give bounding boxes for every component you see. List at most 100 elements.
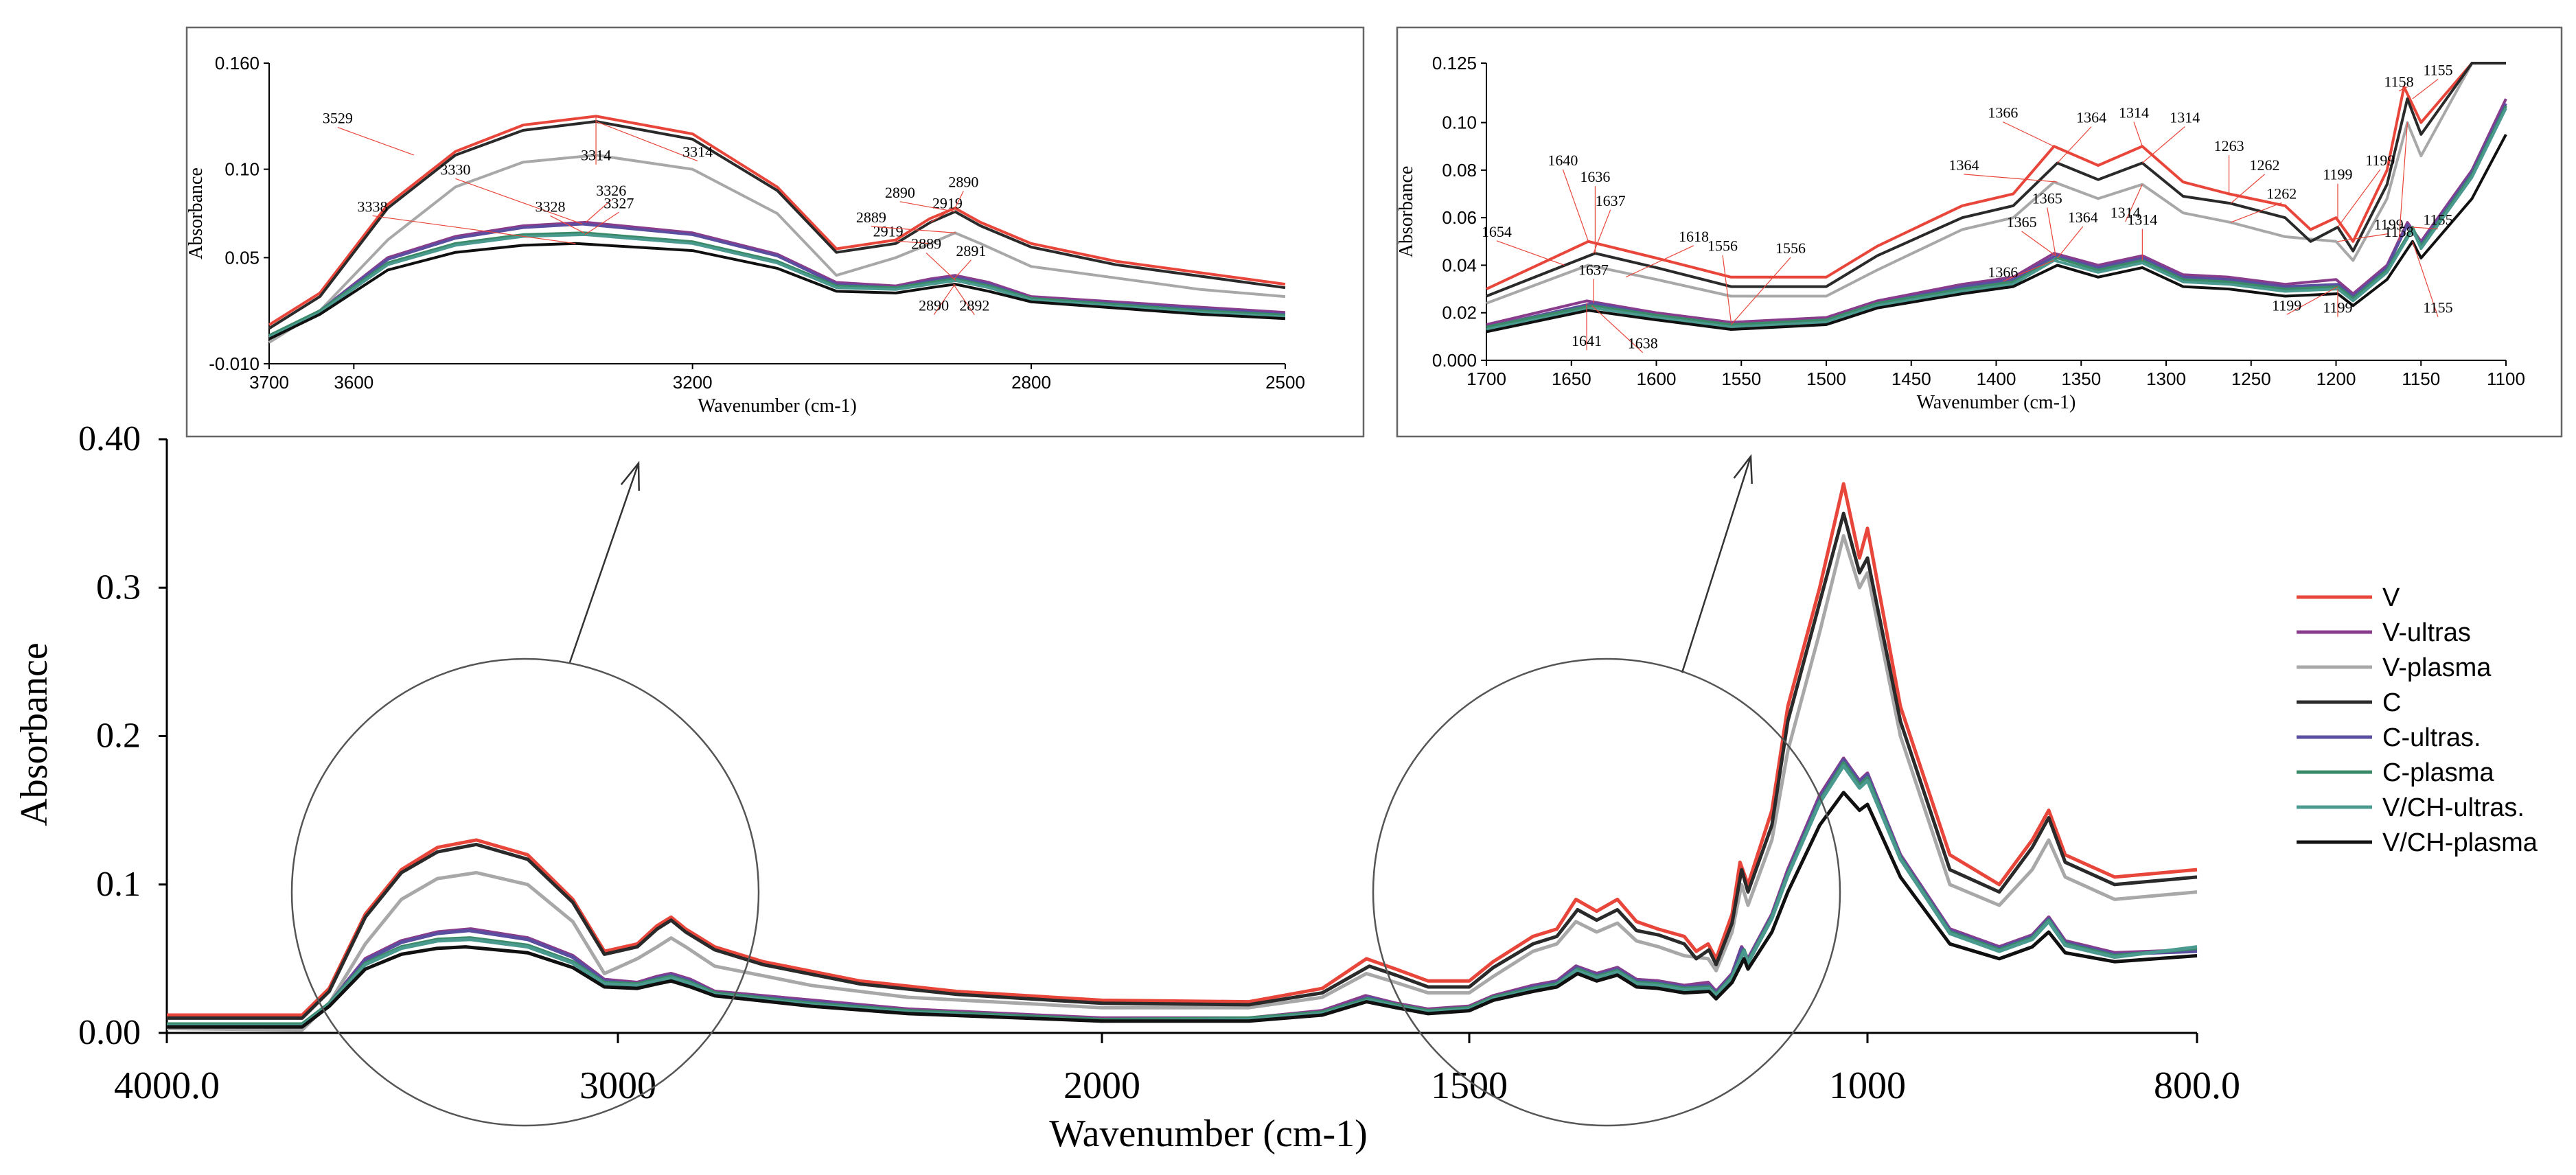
- inset-y-tick-label: 0.160: [215, 53, 260, 73]
- annotation-leader: [1722, 255, 1732, 323]
- annotation-leader: [595, 121, 698, 162]
- annotation-leader: [930, 211, 948, 223]
- inset-x-tick-label: 2500: [1265, 372, 1305, 393]
- peak-annotation: 1199: [2365, 152, 2395, 169]
- annotation-leader: [953, 283, 975, 316]
- peak-annotation: 2890: [885, 184, 915, 201]
- inset-x-tick-label: 1550: [1721, 369, 1761, 389]
- peak-annotation: 1199: [2374, 216, 2404, 233]
- legend-label: C-plasma: [2382, 758, 2494, 787]
- annotation-leader: [2412, 226, 2439, 230]
- peak-annotation: 2890: [948, 173, 978, 190]
- inset-series-line-v-ultras: [268, 220, 1286, 339]
- y-axis-title: Absorbance: [13, 642, 56, 826]
- peak-annotation: 1638: [1628, 335, 1658, 352]
- inset-y-tick-label: 0.06: [1442, 207, 1477, 228]
- annotation-leader: [899, 201, 956, 213]
- annotation-leader: [2337, 233, 2389, 242]
- series-line-v-plasma: [166, 534, 2198, 1032]
- peak-annotation: 1556: [1707, 237, 1738, 255]
- annotation-leader: [585, 199, 612, 223]
- y-tick-label: 0.3: [96, 568, 141, 607]
- inset-x-tick-label: 1500: [1806, 369, 1846, 389]
- inset-series-line-v-ch-plasma: [1486, 133, 2507, 334]
- annotation-leader: [925, 253, 956, 281]
- peak-annotation: 1618: [1679, 228, 1709, 245]
- inset-series-line-v: [1486, 62, 2506, 290]
- inset-x-axis-title: Wavenumber (cm-1): [1917, 392, 2076, 413]
- peak-annotation: 1556: [1775, 240, 1806, 257]
- y-tick-label: 0.00: [78, 1013, 141, 1052]
- peak-annotation: 1314: [2127, 211, 2157, 229]
- peak-annotation: 1262: [2250, 156, 2280, 174]
- inset-y-axis-title: Absorbance: [185, 167, 207, 259]
- annotation-leader: [2398, 86, 2408, 92]
- peak-annotation: 1314: [2111, 204, 2141, 221]
- zoom-circle-right: [1372, 658, 1841, 1127]
- inset-y-tick-label: 0.000: [1432, 350, 1477, 371]
- inset-x-tick-label: 1300: [2146, 369, 2186, 389]
- inset-y-tick-label: -0.010: [209, 353, 260, 374]
- zoom-callouts: [568, 454, 1753, 673]
- peak-annotation: 1364: [2068, 209, 2098, 226]
- annotation-leader: [933, 283, 956, 316]
- peak-annotation: 3326: [596, 182, 626, 199]
- peak-annotation: 1155: [2423, 61, 2452, 78]
- peak-annotation: 3314: [682, 143, 713, 161]
- peak-annotation: 2889: [856, 209, 886, 226]
- peak-annotation: 1364: [2076, 109, 2106, 126]
- x-tick-label: 800.0: [2154, 1065, 2240, 1107]
- inset-series-line-c: [268, 120, 1286, 330]
- inset-series-line-v-ch-ultras-: [268, 233, 1286, 339]
- peak-annotation: 1637: [1596, 192, 1626, 209]
- callout-arrow-right-head: [1733, 454, 1753, 485]
- inset-x-tick-label: 3200: [673, 372, 713, 393]
- peak-annotation: 1364: [1948, 156, 1979, 174]
- annotation-leader: [2412, 78, 2439, 100]
- inset-y-tick-label: 0.04: [1442, 255, 1477, 275]
- peak-annotation: 1637: [1578, 261, 1609, 278]
- peak-annotation: 1314: [2119, 104, 2149, 121]
- series-line-v-ch-plasma: [167, 791, 2198, 1029]
- legend: V V-ultras V-plasma C C-ultras. C-plasma V/CH-…: [2297, 583, 2538, 857]
- inset-y-tick-label: 0.10: [225, 159, 260, 180]
- inset-x-tick-label: 1700: [1467, 369, 1506, 389]
- inset-y-tick-label: 0.08: [1442, 160, 1477, 181]
- peak-annotation: 1640: [1548, 152, 1578, 169]
- peak-annotation: 1199: [2323, 166, 2352, 183]
- annotation-leader: [1591, 305, 1644, 353]
- peak-annotation: 1365: [2032, 189, 2062, 207]
- series-line-v: [167, 482, 2198, 1017]
- peak-annotation: 1155: [2423, 211, 2452, 229]
- annotation-leader: [2057, 126, 2092, 163]
- annotation-leader: [584, 211, 619, 235]
- inset-x-tick-label: 1250: [2231, 369, 2271, 389]
- peak-annotation: 3327: [603, 194, 634, 211]
- peak-annotation: 1158: [2384, 223, 2413, 240]
- annotation-leader: [372, 215, 576, 244]
- series-line-v-ultras: [167, 756, 2198, 1027]
- inset-series-line-v-plasma: [268, 154, 1286, 344]
- inset-series-line-c-plasma: [268, 231, 1286, 337]
- x-tick-label: 3000: [579, 1065, 656, 1107]
- annotation-leader: [1593, 209, 1611, 254]
- peak-annotation: 1263: [2214, 137, 2244, 154]
- annotation-leader: [2047, 207, 2056, 256]
- inset-series-line-v-ch-plasma: [268, 242, 1286, 340]
- peak-annotation: 3338: [357, 198, 387, 215]
- inset-x-tick-label: 1400: [1977, 369, 2016, 389]
- legend-label: C: [2382, 688, 2401, 717]
- series-line-c-plasma: [167, 760, 2198, 1026]
- annotation-leader: [455, 178, 583, 225]
- inset-frame: [185, 26, 1365, 438]
- annotation-leader: [954, 259, 971, 279]
- peak-annotation: 2919: [873, 222, 904, 240]
- y-tick-label: 0.40: [78, 419, 141, 458]
- inset-x-tick-label: 3700: [249, 372, 289, 393]
- x-tick-label: 4000.0: [114, 1065, 220, 1107]
- inset-x-tick-label: 3600: [334, 372, 373, 393]
- annotation-leader: [1964, 174, 2058, 183]
- peak-annotation: 2891: [956, 242, 986, 259]
